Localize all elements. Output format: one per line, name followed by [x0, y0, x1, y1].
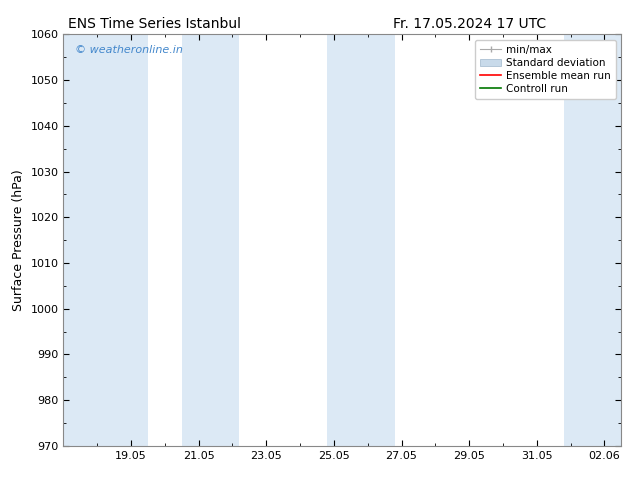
Legend: min/max, Standard deviation, Ensemble mean run, Controll run: min/max, Standard deviation, Ensemble me…	[475, 40, 616, 99]
Bar	[182, 34, 239, 446]
Text: Fr. 17.05.2024 17 UTC: Fr. 17.05.2024 17 UTC	[393, 17, 547, 31]
Bar	[327, 34, 395, 446]
Y-axis label: Surface Pressure (hPa): Surface Pressure (hPa)	[12, 169, 25, 311]
Text: © weatheronline.in: © weatheronline.in	[75, 45, 183, 54]
Bar	[63, 34, 148, 446]
Text: ENS Time Series Istanbul: ENS Time Series Istanbul	[68, 17, 241, 31]
Bar	[564, 34, 621, 446]
